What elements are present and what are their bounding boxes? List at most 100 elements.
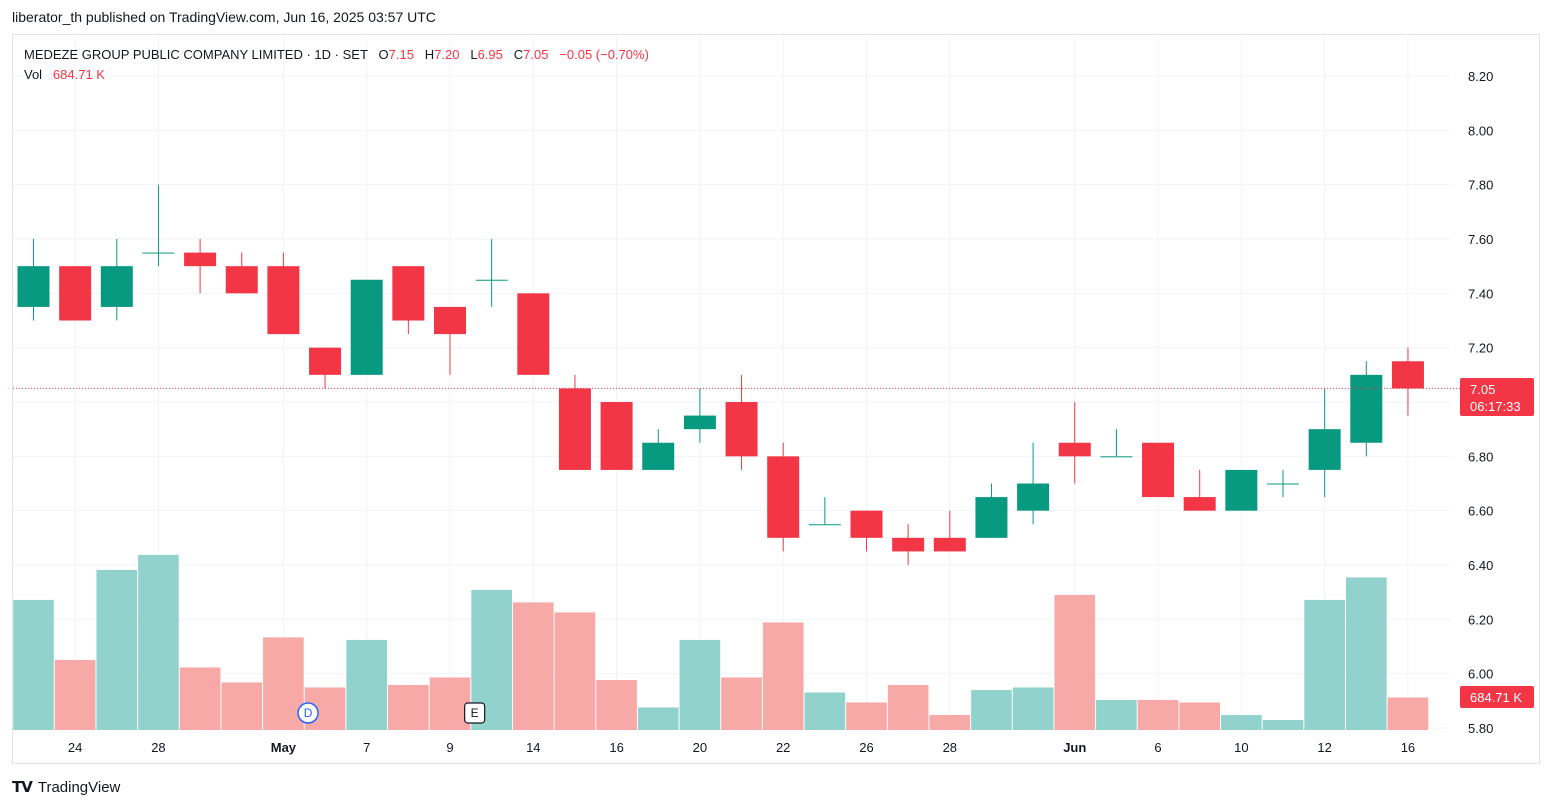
symbol-name[interactable]: MEDEZE GROUP PUBLIC COMPANY LIMITED	[24, 47, 303, 62]
vol-value: 684.71 K	[52, 67, 105, 82]
price-tick-label: 7.40	[1468, 286, 1493, 301]
candle-body	[1100, 456, 1133, 458]
volume-bar	[1179, 702, 1221, 730]
price-tick-label: 8.20	[1468, 69, 1493, 84]
volume-bar	[179, 667, 221, 730]
volume-bar	[1304, 599, 1345, 730]
volume-bar	[388, 684, 429, 730]
time-tick-label: 28	[151, 740, 165, 755]
price-tick-label: 6.80	[1468, 449, 1493, 464]
candle-body	[808, 524, 841, 526]
dividend-marker-icon	[297, 702, 319, 724]
time-tick-label: 16	[1401, 740, 1415, 755]
time-tick-label: 10	[1234, 740, 1248, 755]
volume-legend-row: Vol 684.71 K	[24, 65, 649, 85]
time-tick-label: 9	[446, 740, 453, 755]
volume-bars	[13, 554, 1429, 730]
price-tag-countdown: 06:17:33	[1470, 399, 1521, 414]
chart-frame	[12, 34, 1540, 764]
candle-body	[184, 252, 217, 267]
candle-body	[975, 497, 1008, 538]
candle-body	[558, 388, 591, 470]
candle-body	[725, 402, 758, 457]
time-tick-label: 22	[776, 740, 790, 755]
volume-bar	[887, 684, 929, 730]
footer-brand[interactable]: 𝗧𝗩 TradingView	[12, 778, 121, 797]
candle-body	[142, 252, 175, 254]
candle-body	[350, 279, 383, 375]
candle-body	[1142, 442, 1175, 498]
time-tick-label: 14	[526, 740, 540, 755]
dividend-marker-label: D	[304, 706, 313, 720]
candle-body	[1225, 469, 1258, 511]
volume-bar	[96, 569, 138, 730]
volume-bar	[13, 599, 54, 730]
low-label: L	[470, 47, 478, 62]
time-tick-label: May	[271, 740, 297, 755]
volume-bar	[263, 637, 304, 730]
volume-bar	[1054, 594, 1096, 730]
volume-bar	[721, 677, 762, 730]
candle-body	[475, 279, 508, 281]
volume-bar	[346, 639, 388, 730]
candle-body	[1183, 497, 1216, 511]
price-tick-label: 7.60	[1468, 232, 1493, 247]
ohlc-legend-row: MEDEZE GROUP PUBLIC COMPANY LIMITED · 1D…	[24, 47, 649, 62]
price-tick-label: 8.00	[1468, 123, 1493, 138]
publisher-line: liberator_th published on TradingView.co…	[12, 9, 436, 25]
volume-bar	[512, 602, 554, 730]
exchange-label: SET	[342, 47, 368, 62]
time-tick-label: 16	[609, 740, 623, 755]
chart-legend: MEDEZE GROUP PUBLIC COMPANY LIMITED · 1D…	[24, 45, 649, 85]
volume-bar	[1262, 719, 1304, 730]
time-tick-label: 12	[1317, 740, 1331, 755]
low-value: 6.95	[477, 47, 503, 62]
time-tick-label: Jun	[1063, 740, 1086, 755]
price-tag-price: 7.05	[1470, 382, 1495, 397]
price-tick-label: 6.20	[1468, 612, 1493, 627]
axis-tags: 7.05 06:17:33 684.71 K	[1460, 378, 1534, 708]
candle-body	[59, 266, 92, 321]
vol-label: Vol	[24, 67, 43, 82]
price-tick-label: 7.20	[1468, 341, 1493, 356]
candle-body	[1350, 374, 1383, 443]
candle-body	[392, 266, 425, 321]
volume-bar	[596, 679, 637, 730]
time-tick-label: 7	[363, 740, 370, 755]
candle-body	[1267, 483, 1299, 485]
candlesticks	[17, 184, 1424, 565]
price-tick-label: 6.60	[1468, 504, 1493, 519]
volume-bar	[846, 702, 887, 730]
change-value: −0.05 (−0.70%)	[559, 47, 649, 62]
time-tick-label: 6	[1154, 740, 1161, 755]
interval-label[interactable]: 1D	[314, 47, 332, 62]
earnings-marker-label: E	[471, 706, 479, 720]
volume-bar	[221, 682, 263, 730]
grid-lines	[13, 36, 1450, 730]
earnings-marker-icon	[464, 702, 486, 724]
time-tick-label: 26	[859, 740, 873, 755]
time-axis: 24 28 May 7 9 14 16 20 22 26 28 Jun 6 10 12 16	[68, 740, 1415, 755]
volume-bar	[554, 612, 596, 730]
tradingview-logo-icon: 𝗧𝗩	[12, 779, 33, 796]
candle-body	[1058, 442, 1091, 457]
volume-bar	[1387, 697, 1429, 730]
volume-bar	[1345, 577, 1387, 730]
close-value: 7.05	[523, 47, 549, 62]
candle-body	[1308, 429, 1341, 470]
brand-name: TradingView	[37, 778, 121, 796]
candle-body	[267, 266, 300, 335]
candle-body	[642, 442, 675, 470]
candle-body	[1391, 361, 1424, 389]
candle-body	[100, 266, 133, 307]
high-label: H	[424, 47, 435, 62]
candle-body	[17, 266, 50, 307]
volume-bar	[1137, 699, 1179, 730]
price-tick-label: 5.80	[1468, 721, 1493, 736]
candle-body	[683, 415, 716, 430]
volume-tag-value: 684.71 K	[1470, 690, 1522, 705]
volume-bar	[679, 639, 721, 730]
candle-body	[892, 537, 925, 552]
